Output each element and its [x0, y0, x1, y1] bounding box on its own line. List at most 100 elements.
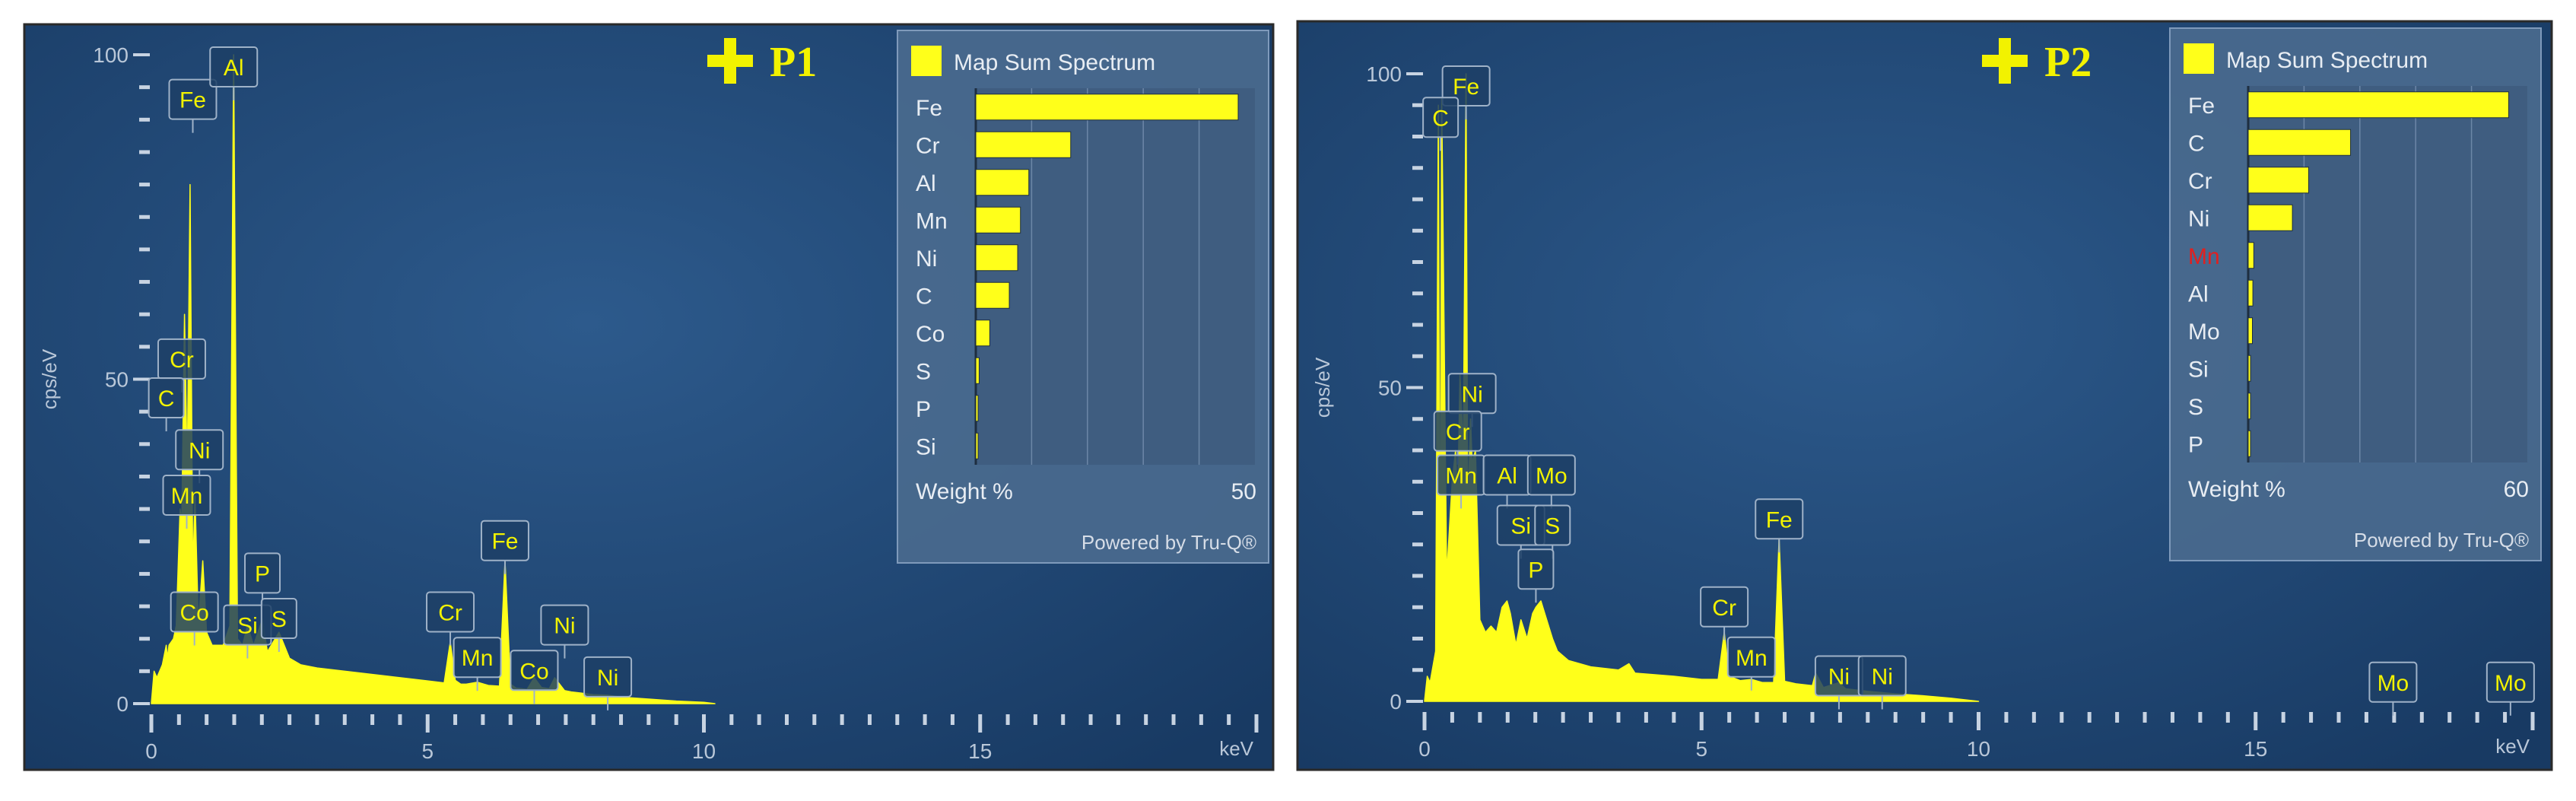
- peak-label-ni: Ni: [597, 666, 618, 691]
- peak-label-p: P: [255, 561, 270, 586]
- legend-category-label: Fe: [916, 96, 942, 121]
- weight-legend: Map Sum Spectrum Fe Cr Al Mn Ni C Co SP Si Weight …: [897, 30, 1269, 564]
- peak-label-fe: Fe: [491, 529, 518, 555]
- legend-title: Map Sum Spectrum: [2226, 48, 2428, 73]
- weight-legend: Map Sum Spectrum Fe C Cr Ni Mn Al Mo Si SP Weight …: [2169, 27, 2542, 561]
- legend-bar: [975, 169, 1030, 196]
- peak-label-si: Si: [1510, 514, 1531, 539]
- legend-bar: [2247, 242, 2254, 269]
- legend-bar: [2247, 393, 2251, 420]
- peak-label-box: [540, 604, 589, 646]
- peak-label-p: P: [1528, 558, 1543, 583]
- peak-label-box: [1726, 636, 1776, 678]
- legend-bar: [2247, 91, 2510, 119]
- peak-label-mn: Mn: [1736, 646, 1768, 671]
- legend-bar: [2247, 317, 2254, 345]
- plus-icon-vertical: [724, 38, 736, 84]
- peak-label-al: Al: [224, 56, 244, 81]
- legend-bar: [975, 131, 1072, 158]
- legend-bar: [975, 319, 990, 347]
- x-axis: 0 5 10 15 keV: [145, 714, 1259, 763]
- legend-xaxis-label: Weight %: [916, 479, 1013, 504]
- legend-category-label: Ni: [2188, 206, 2209, 231]
- peak-label-s: S: [1545, 514, 1560, 539]
- legend-bar: [2247, 279, 2254, 307]
- peak-label-box: [1441, 65, 1491, 106]
- peak-label-box: [1433, 410, 1482, 452]
- peak-label-box: [148, 377, 185, 419]
- legend-bar: [975, 244, 1018, 272]
- legend-footer: Powered by Tru-Q®: [1082, 531, 1256, 554]
- x-axis-label: keV: [1219, 737, 1253, 760]
- legend-category-label: C: [2188, 131, 2205, 156]
- y-axis: 0 50 100 cps/eV: [38, 43, 150, 716]
- peak-label-c: C: [1432, 106, 1449, 131]
- legend-footer: Powered by Tru-Q®: [2354, 529, 2529, 551]
- peak-label-box: [2368, 661, 2418, 703]
- peak-label-cr: Cr: [1712, 596, 1736, 621]
- legend-category-label: Ni: [916, 246, 937, 272]
- peak-label-box: [1857, 655, 1907, 697]
- peak-label-fe: Fe: [179, 88, 206, 113]
- peak-label-c: C: [158, 386, 175, 412]
- peak-label-mn: Mn: [1445, 464, 1477, 489]
- peak-label-box: [426, 591, 475, 633]
- point-marker: P1: [707, 38, 817, 86]
- peak-label-ni: Ni: [1461, 382, 1482, 407]
- peak-label-box: [2485, 661, 2535, 703]
- legend-category-label: Cr: [916, 133, 940, 158]
- legend-category-label: Mn: [916, 208, 948, 234]
- x-tick-label: 0: [1418, 737, 1431, 761]
- peak-label-box: [480, 520, 529, 561]
- peak-label-box: [1755, 498, 1804, 540]
- peak-label-box: [175, 429, 224, 471]
- peak-label-box: [1526, 454, 1576, 496]
- peak-label-box: [168, 78, 218, 120]
- peak-label-box: [1700, 586, 1749, 628]
- legend-bar: [975, 94, 1239, 121]
- legend-bar: [975, 357, 980, 384]
- spectrum-panel-p1: 0 50 100 cps/eV 0 5 10 15 keV Fe Al Cr C Ni Mn P Co Si S Fe…: [23, 23, 1275, 771]
- legend-category-label: Mo: [2188, 319, 2220, 345]
- x-tick-label: 15: [968, 739, 992, 763]
- peak-label-al: Al: [1497, 464, 1517, 489]
- peak-label-ni: Ni: [554, 614, 575, 639]
- peak-label-box: [510, 650, 559, 691]
- peak-label-mo: Mo: [1536, 464, 1568, 489]
- legend-category-label: Al: [916, 171, 936, 196]
- point-marker-label: P1: [770, 39, 817, 86]
- legend-bar: [975, 432, 979, 459]
- peak-label-fe: Fe: [1766, 507, 1793, 532]
- legend-xmax-label: 60: [2504, 477, 2529, 502]
- legend-bar: [975, 206, 1021, 234]
- peak-label-mo: Mo: [2377, 671, 2409, 696]
- legend-category-label: Si: [916, 434, 936, 459]
- peak-label-co: Co: [519, 659, 548, 684]
- peak-label-box: [1534, 504, 1571, 546]
- legend-xmax-label: 50: [1231, 479, 1256, 504]
- legend-title: Map Sum Spectrum: [954, 50, 1155, 75]
- y-tick-label: 100: [93, 43, 129, 67]
- legend-bar: [975, 395, 979, 422]
- plus-icon-vertical: [1999, 38, 2011, 84]
- legend-xaxis-label: Weight %: [2188, 477, 2285, 502]
- peak-label-cr: Cr: [170, 348, 194, 373]
- peak-label-box: [1517, 548, 1555, 590]
- peak-label-box: [583, 656, 633, 698]
- point-marker-label: P2: [2044, 39, 2092, 86]
- peak-label-ni: Ni: [1828, 665, 1850, 690]
- legend-category-label: Al: [2188, 281, 2209, 307]
- legend-bar: [2247, 430, 2251, 457]
- legend-category-label: Co: [916, 322, 945, 347]
- peak-label-ni: Ni: [1872, 665, 1893, 690]
- legend-swatch: [2184, 43, 2214, 74]
- legend-category-label: C: [916, 284, 932, 309]
- legend-bar: [975, 281, 1010, 309]
- peak-label-box: [453, 637, 502, 679]
- peak-label-s: S: [272, 607, 287, 632]
- legend-category-label: S: [2188, 395, 2203, 420]
